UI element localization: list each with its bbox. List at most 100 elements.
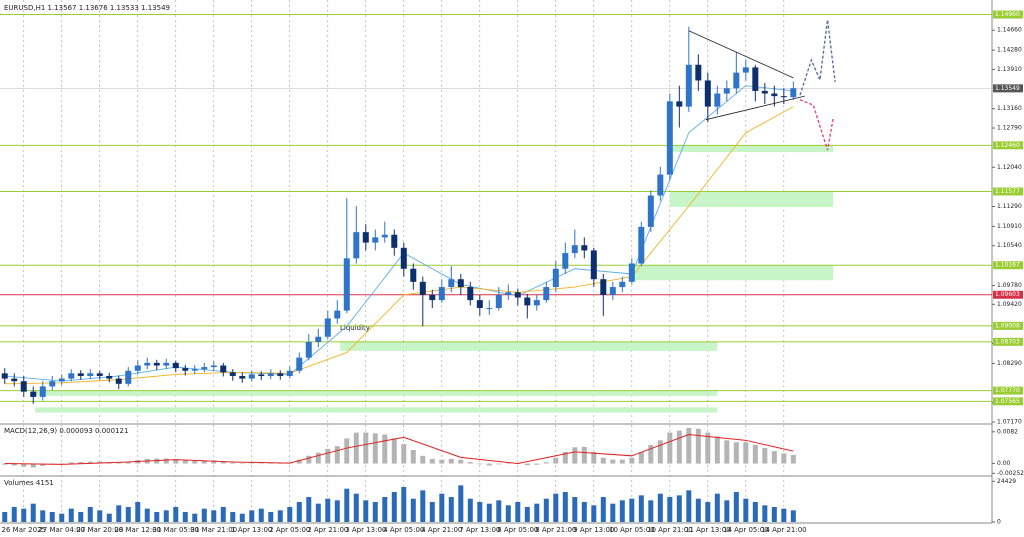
volume-bar (467, 498, 473, 522)
candle-body (619, 281, 626, 288)
volume-bar (496, 500, 502, 522)
volume-bar (334, 500, 340, 522)
macd-bar (325, 448, 331, 464)
candle-body (438, 287, 445, 301)
volume-bar (21, 508, 27, 522)
macd-bar (68, 462, 74, 464)
level-label-bg (993, 261, 1023, 270)
macd-bar (790, 455, 796, 464)
y-tick-label: 1.12790 (997, 125, 1022, 132)
candle-body (657, 174, 664, 196)
y-tick-label: 1.08290 (997, 360, 1022, 367)
macd-bar (211, 460, 217, 464)
forecast-path (799, 19, 836, 96)
level-label-bg (993, 141, 1023, 150)
zone (35, 407, 718, 413)
candle-body (419, 281, 426, 295)
volume-bar (477, 502, 483, 522)
candle-body (543, 287, 550, 301)
candle-body (733, 72, 740, 89)
volume-bar (306, 497, 312, 522)
macd-bar (600, 457, 606, 464)
volume-bar (344, 488, 350, 522)
candle-body (666, 101, 673, 175)
candle-body (581, 245, 588, 251)
volume-bar (724, 500, 730, 522)
level-label-bg (993, 397, 1023, 406)
level-label: 1.10167 (995, 262, 1020, 269)
candle-body (324, 318, 331, 337)
volume-bar (154, 512, 160, 522)
macd-bar (667, 432, 673, 464)
candle-body (277, 373, 284, 376)
macd-bar (762, 448, 768, 464)
candle-body (552, 268, 559, 288)
candle-body (514, 292, 521, 298)
macd-bar (391, 438, 397, 464)
candle-body (39, 386, 46, 397)
volume-bar (401, 487, 407, 522)
volume-bar (581, 502, 587, 522)
x-tick-label: 26 Mar 2025 (2, 526, 46, 534)
candle-body (533, 300, 540, 306)
macd-bar (629, 457, 635, 464)
x-tick-label: 4 Apr 05:00 (383, 526, 424, 534)
y-tick-label: 1.11290 (997, 203, 1022, 210)
annotation: Liquidity (340, 324, 370, 332)
candle-body (771, 93, 778, 97)
volume-bar (629, 498, 635, 522)
macd-bar (695, 428, 701, 464)
candle-body (676, 101, 683, 107)
candle-body (286, 370, 293, 376)
volume-bar (182, 512, 188, 522)
macd-bar (724, 440, 730, 464)
candle-body (11, 378, 18, 382)
candle-body (505, 292, 512, 295)
candle-body (362, 232, 369, 243)
candle-body (391, 234, 398, 248)
macd-bar (353, 432, 359, 464)
x-tick-label: 9 Apr 13:00 (573, 526, 614, 534)
level-label: 1.14960 (995, 11, 1020, 18)
candle-body (106, 375, 113, 379)
volume-bar (116, 505, 122, 522)
macd-bar (619, 459, 625, 464)
candle-body (191, 369, 198, 371)
candle-body (87, 373, 94, 376)
current-price-bg (993, 84, 1023, 93)
candle-body (609, 287, 616, 295)
macd-bar (638, 451, 644, 464)
candle-body (267, 373, 274, 376)
volume-bar (458, 485, 464, 522)
y-tick-label: 1.10910 (997, 223, 1022, 230)
candle-body (20, 381, 27, 392)
candle-body (172, 362, 179, 369)
candle-body (49, 381, 56, 387)
macd-bar (21, 463, 27, 467)
volume-bar (353, 493, 359, 522)
volume-bar (610, 503, 616, 522)
trendline (705, 95, 805, 121)
volume-bar (230, 512, 236, 522)
macd-bar (40, 463, 46, 466)
macd-bar (705, 432, 711, 464)
macd-bar (562, 451, 568, 464)
candle-body (77, 373, 84, 376)
y-tick-label: 1.14280 (997, 47, 1022, 54)
macd-bar (249, 463, 255, 465)
volume-bar (277, 510, 283, 522)
volume-bar (97, 510, 103, 522)
current-price-label: 1.13549 (995, 85, 1020, 92)
macd-bar (372, 433, 378, 464)
volume-bar (448, 497, 454, 522)
macd-bar (201, 460, 207, 464)
volume-bar (325, 498, 331, 522)
moving-average (4, 106, 794, 385)
forecast-path (799, 99, 834, 151)
macd-bar (306, 455, 312, 464)
macd-bar (334, 446, 340, 464)
macd-bar (743, 442, 749, 464)
x-tick-label: 4 Apr 21:00 (421, 526, 462, 534)
candle-body (315, 336, 322, 342)
candle-body (372, 237, 379, 243)
